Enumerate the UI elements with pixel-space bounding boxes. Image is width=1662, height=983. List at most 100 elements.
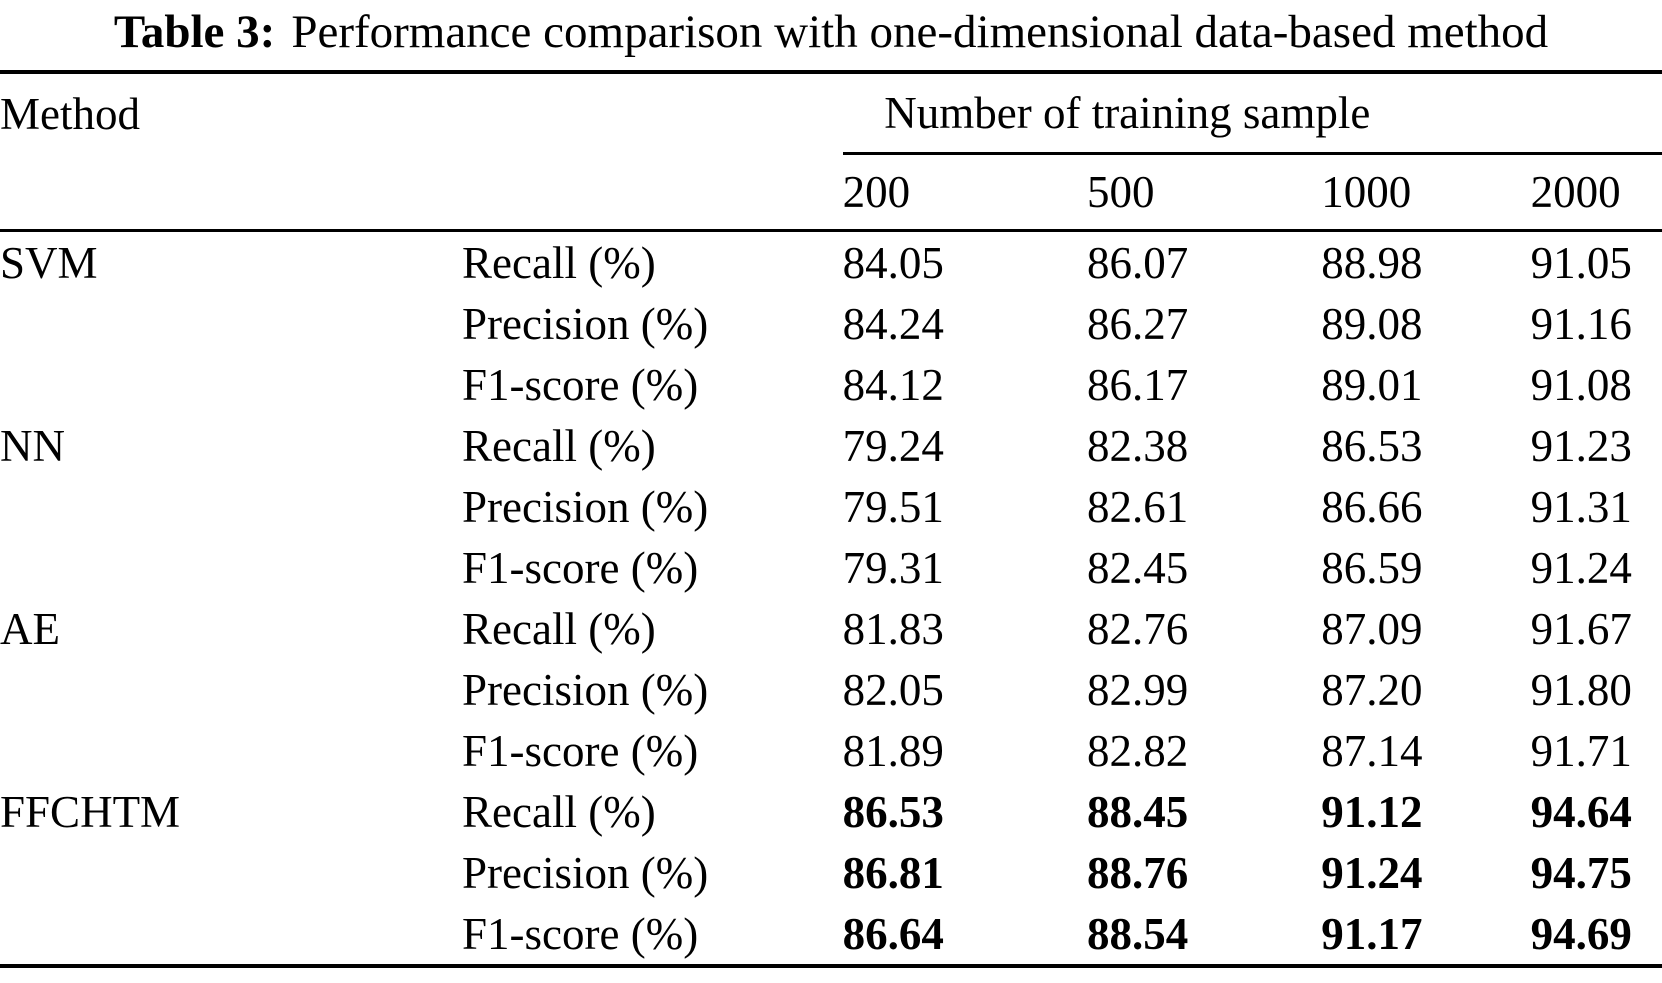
table-row: AE Recall (%) 81.83 82.76 87.09 91.67 (0, 598, 1662, 659)
metric-cell: F1-score (%) (462, 359, 699, 410)
value-cell: 91.24 (1530, 542, 1632, 593)
table-body: SVM Recall (%) 84.05 86.07 88.98 91.05 Precisi… (0, 231, 1662, 967)
value-cell: 82.82 (1086, 725, 1189, 776)
metric-cell: Precision (%) (462, 847, 709, 898)
method-cell: SVM (0, 237, 98, 288)
value-cell: 82.76 (1086, 603, 1189, 654)
table-header: Method Number of training sample 200 500… (0, 72, 1662, 232)
value-cell: 91.23 (1530, 420, 1632, 471)
value-cell: 87.14 (1321, 725, 1423, 776)
method-cell (0, 354, 462, 415)
table-caption-label: Table 3: (113, 6, 276, 58)
value-cell: 88.98 (1321, 237, 1423, 288)
value-cell: 84.24 (842, 298, 944, 349)
value-cell: 81.89 (842, 725, 944, 776)
column-header-sample-200: 200 (842, 153, 1087, 232)
value-cell: 82.61 (1086, 481, 1189, 532)
header-row-samples: 200 500 1000 2000 (0, 153, 1662, 232)
metric-cell: Recall (%) (462, 603, 656, 654)
value-cell: 89.01 (1321, 359, 1423, 410)
value-cell: 91.16 (1530, 298, 1632, 349)
value-cell: 82.38 (1086, 420, 1189, 471)
value-cell: 86.27 (1086, 298, 1189, 349)
table-row: F1-score (%) 84.12 86.17 89.01 91.08 (0, 354, 1662, 415)
value-cell: 82.05 (842, 664, 944, 715)
method-cell (0, 537, 462, 598)
method-cell (0, 842, 462, 903)
metric-cell: F1-score (%) (462, 725, 699, 776)
value-cell: 91.17 (1321, 908, 1423, 959)
method-cell (0, 720, 462, 781)
table-row: Precision (%) 79.51 82.61 86.66 91.31 (0, 476, 1662, 537)
header-spacer-metric (462, 153, 843, 232)
metric-cell: F1-score (%) (462, 542, 699, 593)
value-cell: 79.24 (842, 420, 944, 471)
table-row: FFCHTM Recall (%) 86.53 88.45 91.12 94.64 (0, 781, 1662, 842)
value-cell: 84.05 (842, 237, 944, 288)
value-cell: 82.99 (1086, 664, 1189, 715)
table-row: Precision (%) 82.05 82.99 87.20 91.80 (0, 659, 1662, 720)
method-cell: AE (0, 603, 60, 654)
value-cell: 86.59 (1321, 542, 1423, 593)
table-row: F1-score (%) 79.31 82.45 86.59 91.24 (0, 537, 1662, 598)
metric-cell: Precision (%) (462, 298, 709, 349)
performance-comparison-table: Method Number of training sample 200 500… (0, 70, 1662, 968)
method-cell (0, 659, 462, 720)
method-cell: FFCHTM (0, 786, 181, 837)
value-cell: 94.75 (1530, 847, 1632, 898)
table-row: F1-score (%) 86.64 88.54 91.17 94.69 (0, 903, 1662, 966)
value-cell: 94.69 (1530, 908, 1632, 959)
column-header-sample-1000: 1000 (1321, 153, 1531, 232)
value-cell: 79.51 (842, 481, 944, 532)
value-cell: 91.31 (1530, 481, 1632, 532)
value-cell: 86.66 (1321, 481, 1423, 532)
value-cell: 91.67 (1530, 603, 1632, 654)
header-row-group: Method Number of training sample (0, 72, 1662, 155)
value-cell: 86.17 (1086, 359, 1189, 410)
value-cell: 91.71 (1530, 725, 1632, 776)
table-row: F1-score (%) 81.89 82.82 87.14 91.71 (0, 720, 1662, 781)
value-cell: 91.24 (1321, 847, 1423, 898)
value-cell: 86.07 (1086, 237, 1189, 288)
value-cell: 88.45 (1086, 786, 1189, 837)
column-header-method: Method (0, 88, 140, 139)
method-cell (0, 476, 462, 537)
table-caption-text: Performance comparison with one-dimensio… (291, 6, 1549, 58)
column-header-sample-2000: 2000 (1530, 153, 1662, 232)
header-spacer-method (0, 153, 463, 232)
value-cell: 81.83 (842, 603, 944, 654)
metric-cell: Recall (%) (462, 237, 656, 288)
value-cell: 89.08 (1321, 298, 1423, 349)
value-cell: 91.08 (1530, 359, 1632, 410)
metric-cell: F1-score (%) (462, 908, 699, 959)
value-cell: 84.12 (842, 359, 944, 410)
table-row: Precision (%) 86.81 88.76 91.24 94.75 (0, 842, 1662, 903)
value-cell: 91.12 (1321, 786, 1423, 837)
method-cell (0, 903, 462, 966)
value-cell: 88.76 (1086, 847, 1189, 898)
value-cell: 91.05 (1530, 237, 1632, 288)
method-cell (0, 293, 462, 354)
value-cell: 87.09 (1321, 603, 1423, 654)
column-header-training-samples-group: Number of training sample (842, 72, 1662, 155)
table-row: SVM Recall (%) 84.05 86.07 88.98 91.05 (0, 231, 1662, 294)
value-cell: 94.64 (1530, 786, 1632, 837)
value-cell: 88.54 (1086, 908, 1189, 959)
value-cell: 86.64 (842, 908, 944, 959)
value-cell: 86.53 (842, 786, 944, 837)
table-caption: Table 3: Performance comparison with one-… (0, 0, 1662, 60)
metric-cell: Precision (%) (462, 664, 709, 715)
column-header-sample-500: 500 (1086, 153, 1322, 232)
value-cell: 79.31 (842, 542, 944, 593)
metric-cell: Precision (%) (462, 481, 709, 532)
value-cell: 87.20 (1321, 664, 1423, 715)
value-cell: 82.45 (1086, 542, 1189, 593)
metric-cell: Recall (%) (462, 786, 656, 837)
method-cell: NN (0, 420, 65, 471)
table-row: Precision (%) 84.24 86.27 89.08 91.16 (0, 293, 1662, 354)
table-row: NN Recall (%) 79.24 82.38 86.53 91.23 (0, 415, 1662, 476)
value-cell: 86.81 (842, 847, 944, 898)
metric-cell: Recall (%) (462, 420, 656, 471)
value-cell: 86.53 (1321, 420, 1423, 471)
